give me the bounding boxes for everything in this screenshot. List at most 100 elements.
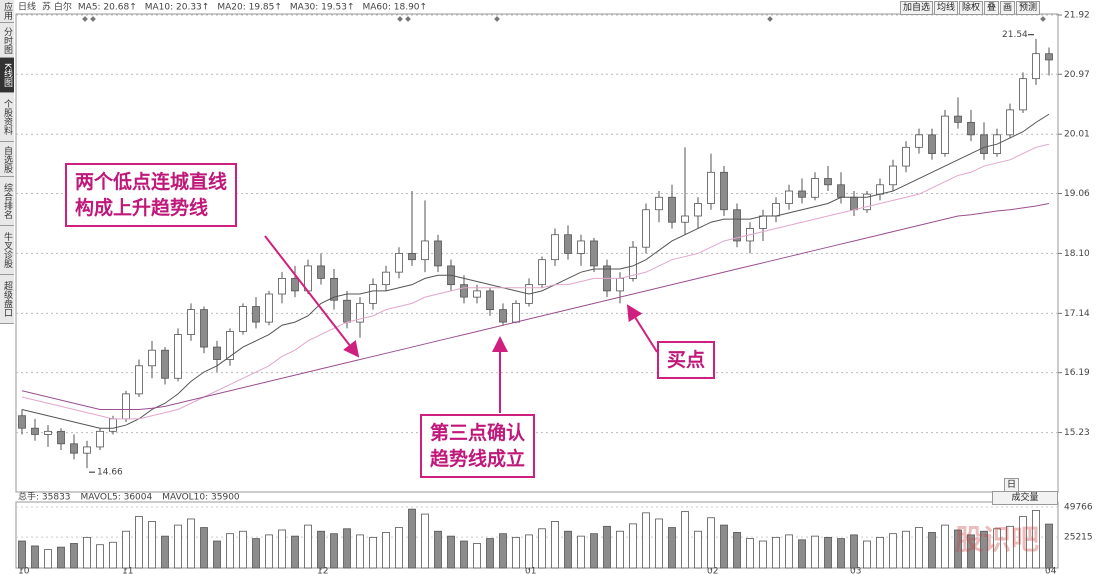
candle-body [551, 234, 559, 261]
toolbar-button[interactable]: 加自选 [900, 1, 934, 15]
volume-bar [304, 524, 312, 569]
sidebar-tab[interactable]: 个股资料 [0, 93, 14, 142]
candle-body [616, 278, 624, 292]
candle-body [265, 293, 273, 323]
marker-diamond [494, 16, 500, 22]
candle-body [499, 309, 507, 323]
volume-bar [382, 532, 390, 569]
candle-body [837, 184, 845, 198]
toolbar-button[interactable]: 叠 [984, 1, 1000, 15]
annotation-box: 买点 [657, 341, 716, 379]
candle-body [174, 334, 182, 379]
candle-body [798, 190, 806, 198]
volume-bar [291, 535, 299, 569]
volume-bar [187, 518, 195, 569]
volume-bar [941, 524, 949, 569]
volume-bar [460, 540, 468, 569]
x-tick-label: 02 [707, 567, 718, 574]
volume-bar [109, 541, 117, 569]
y-tick-label: 17.14 [1064, 309, 1090, 319]
candle-body [941, 115, 949, 154]
volume-bar [70, 543, 78, 569]
sidebar-tab[interactable]: 牛叉诊股 [0, 226, 14, 275]
candle-body [967, 121, 975, 136]
volume-bar [434, 530, 442, 569]
volume-bar [356, 534, 364, 569]
sidebar-tab[interactable]: 应用 [0, 0, 14, 23]
annotation-text: 买点 [667, 349, 706, 371]
candle-body [330, 278, 338, 301]
candle-body [343, 299, 351, 323]
candle-body [252, 306, 260, 323]
volume-bar [122, 530, 130, 569]
volume-bar [83, 536, 91, 569]
volume-bar [239, 530, 247, 569]
toolbar-button[interactable]: 均线 [934, 1, 959, 15]
annotation-box: 两个低点连城直线 构成上升趋势线 [65, 163, 238, 227]
volume-bar [577, 535, 585, 569]
candle-body [629, 246, 637, 279]
volume-bar [967, 534, 975, 569]
volume-bar [642, 512, 650, 569]
candle-body [31, 427, 39, 435]
volume-bar [564, 530, 572, 569]
candle-body [577, 240, 585, 254]
volume-bar [785, 534, 793, 569]
toolbar-button[interactable]: 预测 [1016, 1, 1041, 15]
volume-bar [954, 529, 962, 569]
candle-body [226, 331, 234, 360]
volume-bar [213, 540, 221, 569]
volume-tick-label: 49766 [1064, 503, 1093, 513]
candle-body [473, 290, 481, 298]
volume-bar [980, 530, 988, 569]
candle-body [850, 196, 858, 211]
volume-bar [798, 539, 806, 569]
sidebar-tab[interactable]: K线图 [0, 58, 14, 93]
volume-bar [317, 530, 325, 569]
y-tick-label: 16.19 [1064, 368, 1090, 378]
sidebar-tab[interactable]: 分时图 [0, 23, 14, 58]
candle-body [369, 284, 377, 304]
volume-tick-label: 25215 [1064, 533, 1093, 543]
volume-bar [44, 549, 52, 569]
candle-body [317, 265, 325, 279]
candle-body [759, 215, 767, 229]
candle-body [863, 193, 871, 211]
y-tick-label: 15.23 [1064, 428, 1090, 438]
period-icon[interactable]: 日 [1004, 478, 1020, 492]
watermark: 股识吧 [955, 523, 1040, 556]
ma-line [21, 113, 1050, 429]
volume-bar [538, 528, 546, 569]
sidebar-tab[interactable]: 综合排名 [0, 177, 14, 226]
ma-line [21, 203, 1050, 410]
candle-body [408, 253, 416, 261]
volume-bar [226, 533, 234, 569]
candle-body [135, 365, 143, 395]
marker-diamond [82, 16, 88, 22]
volume-bar [681, 511, 689, 569]
volume-bar [720, 524, 728, 569]
candle-body [668, 196, 676, 223]
ma-legend: MA20: 19.85↑ [217, 3, 282, 13]
candle-body [811, 178, 819, 198]
sidebar-tab[interactable]: 自选股 [0, 142, 14, 177]
y-tick-label: 19.06 [1064, 189, 1090, 199]
toolbar-button[interactable]: 画 [1000, 1, 1016, 15]
volume-bar [746, 538, 754, 569]
candle-body [57, 430, 65, 445]
indicator-select[interactable]: 成交量 [992, 491, 1058, 505]
marker-diamond [90, 16, 96, 22]
candle-body [538, 259, 546, 286]
volume-bar [1019, 516, 1027, 569]
sidebar-tab[interactable]: 超级盘口 [0, 275, 14, 324]
volume-bar [343, 528, 351, 569]
marker-diamond [1040, 16, 1046, 22]
candle-body [200, 309, 208, 348]
volume-bar [265, 534, 273, 569]
toolbar-button[interactable]: 除权 [959, 1, 984, 15]
annotation-text: 第三点确认 [430, 422, 526, 444]
candle-body [707, 171, 715, 204]
volume-legend: 总手: 35833 [18, 491, 71, 503]
max-label: 21.54 [1002, 30, 1028, 40]
marker-diamond [405, 16, 411, 22]
